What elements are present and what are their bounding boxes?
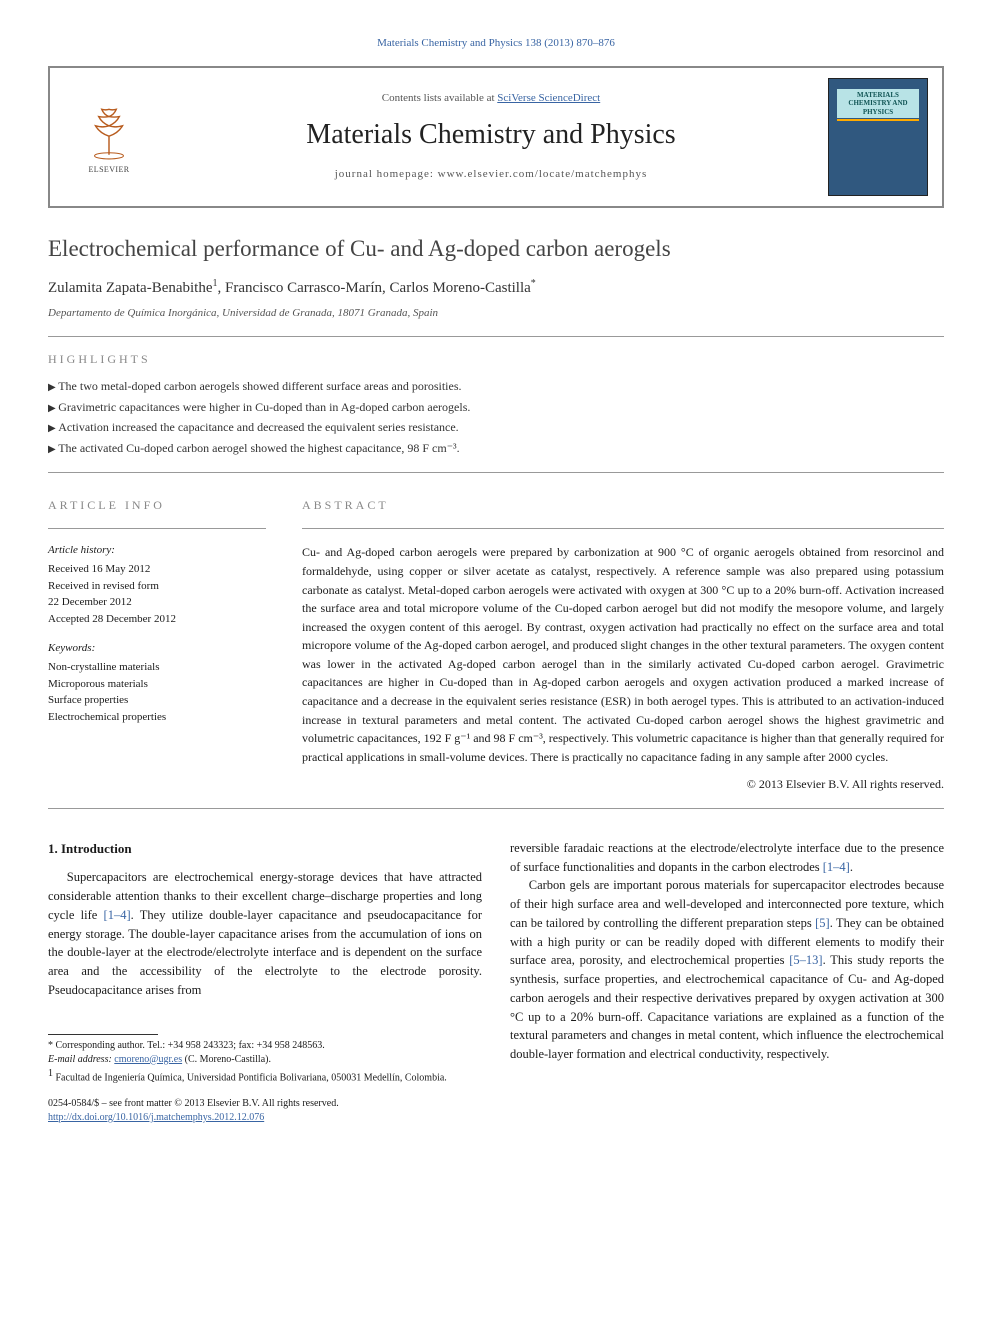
citation-link[interactable]: [5–13] — [789, 953, 822, 967]
text-run: . This study reports the synthesis, surf… — [510, 953, 944, 1061]
separator — [48, 336, 944, 337]
paragraph: Supercapacitors are electrochemical ener… — [48, 868, 482, 999]
keyword-item: Microporous materials — [48, 676, 266, 693]
separator — [48, 808, 944, 809]
citation-link[interactable]: [5] — [815, 916, 830, 930]
separator — [48, 472, 944, 473]
footnote-rule — [48, 1034, 158, 1035]
citation-line: Materials Chemistry and Physics 138 (201… — [48, 36, 944, 52]
publisher-logo: ELSEVIER — [64, 99, 154, 176]
authors: Zulamita Zapata-Benabithe1, Francisco Ca… — [48, 277, 944, 300]
keywords-label: Keywords: — [48, 641, 266, 657]
author-rest: , Francisco Carrasco-Marín, Carlos Moren… — [218, 280, 531, 296]
elsevier-tree-icon — [78, 99, 140, 161]
bottom-meta: 0254-0584/$ – see front matter © 2013 El… — [48, 1097, 482, 1125]
body-columns: 1. Introduction Supercapacitors are elec… — [48, 839, 944, 1125]
abstract-column: ABSTRACT Cu- and Ag-doped carbon aerogel… — [302, 487, 944, 794]
text-run: . — [850, 860, 853, 874]
cover-strip — [837, 119, 919, 121]
article-info-label: ARTICLE INFO — [48, 497, 266, 514]
highlights-list: The two metal-doped carbon aerogels show… — [48, 376, 944, 458]
article-title: Electrochemical performance of Cu- and A… — [48, 232, 944, 265]
doi-link[interactable]: http://dx.doi.org/10.1016/j.matchemphys.… — [48, 1112, 264, 1123]
cover-label: MATERIALS CHEMISTRY AND PHYSICS — [837, 89, 919, 118]
footnote-text: Facultad de Ingeniería Química, Universi… — [53, 1072, 447, 1083]
abstract-label: ABSTRACT — [302, 497, 944, 514]
separator — [302, 528, 944, 529]
history-item: Received in revised form — [48, 578, 266, 595]
text-run: reversible faradaic reactions at the ele… — [510, 841, 944, 874]
abstract-copyright: © 2013 Elsevier B.V. All rights reserved… — [302, 776, 944, 793]
highlight-item: The two metal-doped carbon aerogels show… — [48, 376, 944, 396]
email-link[interactable]: cmoreno@ugr.es — [114, 1054, 182, 1065]
citation-link[interactable]: [1–4] — [823, 860, 850, 874]
front-matter-line: 0254-0584/$ – see front matter © 2013 El… — [48, 1097, 482, 1111]
citation-link[interactable]: [1–4] — [104, 908, 131, 922]
history-item: Received 16 May 2012 — [48, 561, 266, 578]
separator — [48, 528, 266, 529]
journal-homepage: journal homepage: www.elsevier.com/locat… — [154, 167, 828, 183]
highlight-item: Activation increased the capacitance and… — [48, 417, 944, 437]
keyword-item: Electrochemical properties — [48, 709, 266, 726]
author-corr-star: * — [531, 278, 536, 289]
highlight-item: The activated Cu-doped carbon aerogel sh… — [48, 438, 944, 458]
footnotes: * Corresponding author. Tel.: +34 958 24… — [48, 1034, 482, 1085]
body-column-left: 1. Introduction Supercapacitors are elec… — [48, 839, 482, 1125]
homepage-url: www.elsevier.com/locate/matchemphys — [438, 168, 648, 180]
highlight-item: Gravimetric capacitances were higher in … — [48, 397, 944, 417]
history-item: 22 December 2012 — [48, 594, 266, 611]
paragraph: reversible faradaic reactions at the ele… — [510, 839, 944, 877]
body-column-right: reversible faradaic reactions at the ele… — [510, 839, 944, 1125]
paragraph: Carbon gels are important porous materia… — [510, 876, 944, 1064]
history-label: Article history: — [48, 543, 266, 559]
history-item: Accepted 28 December 2012 — [48, 611, 266, 628]
corresponding-author-note: * Corresponding author. Tel.: +34 958 24… — [48, 1039, 482, 1053]
sciencedirect-link[interactable]: SciVerse ScienceDirect — [497, 92, 600, 104]
section-heading: 1. Introduction — [48, 839, 482, 859]
highlights-label: HIGHLIGHTS — [48, 351, 944, 368]
email-label: E-mail address: — [48, 1054, 114, 1065]
journal-title: Materials Chemistry and Physics — [154, 115, 828, 156]
author-1: Zulamita Zapata-Benabithe — [48, 280, 213, 296]
abstract-text: Cu- and Ag-doped carbon aerogels were pr… — [302, 543, 944, 766]
publisher-logo-label: ELSEVIER — [89, 164, 130, 176]
journal-cover-thumbnail: MATERIALS CHEMISTRY AND PHYSICS — [828, 78, 928, 196]
keyword-item: Non-crystalline materials — [48, 659, 266, 676]
contents-line: Contents lists available at SciVerse Sci… — [154, 91, 828, 107]
article-info-column: ARTICLE INFO Article history: Received 1… — [48, 487, 266, 794]
keyword-item: Surface properties — [48, 692, 266, 709]
affiliation: Departamento de Química Inorgánica, Univ… — [48, 306, 944, 322]
contents-prefix: Contents lists available at — [382, 92, 497, 104]
email-person: (C. Moreno-Castilla). — [182, 1054, 271, 1065]
homepage-prefix: journal homepage: — [335, 168, 438, 180]
journal-header: ELSEVIER Contents lists available at Sci… — [48, 66, 944, 208]
